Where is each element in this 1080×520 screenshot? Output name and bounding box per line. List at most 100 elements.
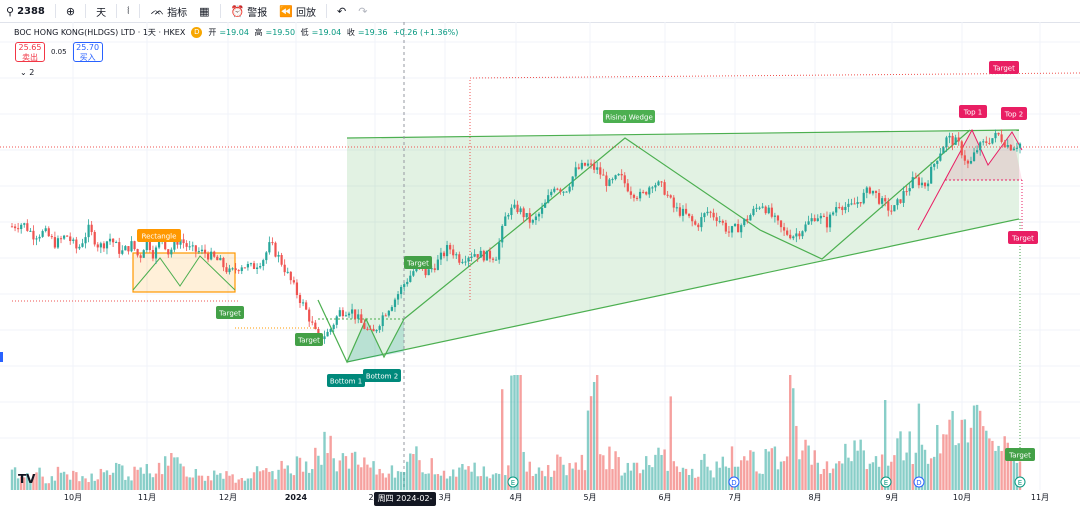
volume-bar xyxy=(776,469,780,490)
volume-bar xyxy=(10,469,14,490)
volume-bar xyxy=(789,375,792,490)
candle-body xyxy=(939,153,942,161)
templates-button[interactable]: ▦ xyxy=(193,0,215,22)
price-chart[interactable]: 10月11月12月20242月3月4月5月6月7月8月9月10月11月EDEDE… xyxy=(0,0,1080,509)
candle-body xyxy=(317,328,320,335)
annotation-box xyxy=(603,110,655,123)
volume-bar xyxy=(847,457,850,490)
volume-bar xyxy=(381,473,384,490)
volume-bar xyxy=(571,468,574,490)
volume-bar xyxy=(957,443,960,490)
candle-body xyxy=(1012,148,1015,151)
sell-label: 卖出 xyxy=(22,53,38,62)
candle-body xyxy=(755,207,758,209)
volume-bar xyxy=(240,477,243,490)
volume-bar xyxy=(816,462,819,490)
volume-bar xyxy=(715,461,718,490)
tradingview-logo: TV xyxy=(18,472,36,486)
volume-bar xyxy=(635,462,639,490)
annotation-label: Bottom 2 xyxy=(366,373,398,381)
volume-bar xyxy=(415,446,418,490)
candle-body xyxy=(252,263,256,269)
candle-body xyxy=(10,226,14,228)
replay-button[interactable]: ⏪ 回放 xyxy=(273,0,322,22)
volume-bar xyxy=(954,445,957,490)
candle-body xyxy=(203,249,207,254)
candle-body xyxy=(782,227,786,231)
search-icon: ⚲ xyxy=(6,4,15,18)
candle-body xyxy=(982,141,985,143)
volume-bar xyxy=(335,471,338,490)
volume-bar xyxy=(286,465,289,490)
volume-bar xyxy=(675,466,679,490)
candle-body xyxy=(663,182,666,195)
volume-bar xyxy=(730,446,734,490)
candle-body xyxy=(53,237,56,248)
candle-body xyxy=(369,328,372,330)
volume-bar xyxy=(167,465,170,490)
chart-type-button[interactable]: ⧙ xyxy=(121,0,135,22)
redo-button[interactable]: ↷ xyxy=(352,0,373,22)
volume-bar xyxy=(933,456,936,490)
volume-bar xyxy=(44,483,47,490)
volume-bar xyxy=(850,461,853,490)
candle-body xyxy=(537,213,541,217)
x-tick-label: 7月 xyxy=(728,493,741,502)
volume-bar xyxy=(396,471,400,490)
volume-bar xyxy=(936,424,939,490)
candle-body xyxy=(617,173,620,176)
candle-body xyxy=(210,251,213,260)
annotation-label: Rectangle xyxy=(142,233,177,241)
wedge-zigzag xyxy=(403,129,971,320)
volume-bar xyxy=(442,470,446,490)
candle-body xyxy=(393,299,397,308)
volume-bar xyxy=(170,453,173,490)
candle-body xyxy=(859,202,862,204)
candle-body xyxy=(678,207,682,216)
annotation-box xyxy=(1001,107,1027,120)
volume-bar xyxy=(1015,462,1019,490)
symbol-search[interactable]: ⚲ 2388 xyxy=(0,0,51,22)
candle-body xyxy=(26,223,29,231)
volume-bar xyxy=(678,471,682,490)
candle-body xyxy=(884,198,887,202)
candle-body xyxy=(277,255,280,257)
volume-bar xyxy=(93,480,96,490)
indicators-button[interactable]: ᨏ 指标 xyxy=(144,0,193,22)
volume-bar xyxy=(871,462,875,490)
volume-bar xyxy=(289,473,293,490)
volume-bar xyxy=(127,476,130,490)
volume-bar xyxy=(292,475,296,490)
compare-button[interactable]: ⊕ xyxy=(60,0,81,22)
candle-body xyxy=(105,241,109,249)
candle-body xyxy=(467,257,470,262)
candle-body xyxy=(231,268,234,270)
volume-bar xyxy=(216,474,219,490)
buy-button[interactable]: 25.70 买入 xyxy=(72,42,103,62)
volume-bar xyxy=(96,479,99,490)
volume-bar xyxy=(464,469,467,490)
volume-bar xyxy=(360,467,363,490)
candle-body xyxy=(896,199,899,206)
candle-body xyxy=(559,189,562,192)
volume-bar xyxy=(179,463,182,490)
candle-body xyxy=(844,206,847,211)
candle-body xyxy=(72,239,75,242)
x-tick-label: 6月 xyxy=(658,493,671,502)
candle-body xyxy=(491,258,495,260)
undo-button[interactable]: ↶ xyxy=(331,0,352,22)
annotation-box xyxy=(1008,231,1038,244)
indicator-collapse[interactable]: ⌄ 2 xyxy=(20,68,34,77)
alert-button[interactable]: ⏰ 警报 xyxy=(225,0,274,22)
volume-bar xyxy=(271,471,274,490)
candle-body xyxy=(347,313,351,316)
volume-bar xyxy=(194,469,198,490)
candle-body xyxy=(179,239,182,245)
interval-button[interactable]: 天 xyxy=(90,0,112,22)
volume-bar xyxy=(258,471,262,490)
sell-button[interactable]: 25.65 卖出 xyxy=(15,42,45,62)
candle-body xyxy=(400,286,403,295)
candle-body xyxy=(259,266,262,268)
volume-bar xyxy=(439,475,443,490)
candle-body xyxy=(222,257,225,268)
